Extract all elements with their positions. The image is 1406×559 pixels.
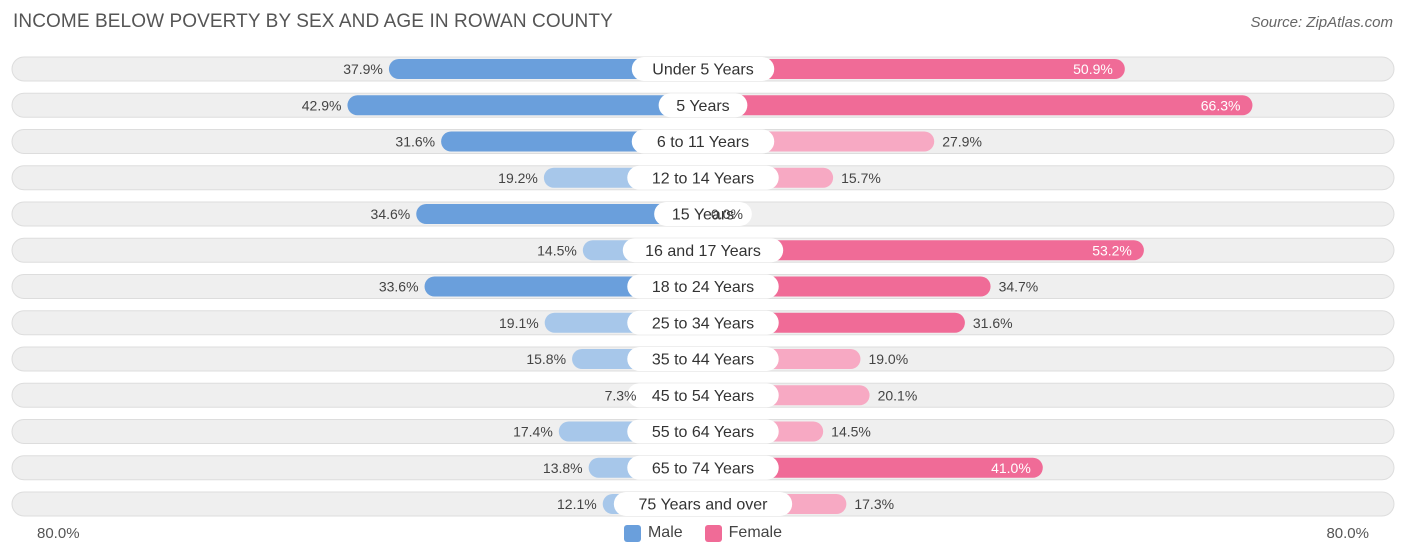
category-label-45-to-54-years: 45 to 54 Years — [652, 388, 754, 405]
female-value-label-25-to-34-years: 31.6% — [973, 315, 1013, 331]
female-value-label-under-5-years: 50.9% — [1073, 61, 1113, 77]
female-value-label-5-years: 66.3% — [1201, 97, 1241, 113]
category-pill-5-years — [658, 93, 748, 118]
legend: Male Female — [0, 524, 1406, 542]
female-bar-under-5-years — [703, 59, 1125, 79]
male-value-label-55-to-64-years: 17.4% — [513, 424, 553, 440]
category-label-5-years: 5 Years — [676, 98, 729, 115]
category-pill-55-to-64-years — [627, 419, 779, 444]
chart-title: INCOME BELOW POVERTY BY SEX AND AGE IN R… — [13, 11, 613, 32]
category-pill-18-to-24-years — [627, 274, 779, 299]
category-pill-under-5-years — [631, 57, 775, 81]
female-bar-5-years — [703, 95, 1253, 116]
female-value-label-12-to-14-years: 15.7% — [841, 170, 881, 186]
male-value-label-25-to-34-years: 19.1% — [499, 315, 539, 331]
category-pill-65-to-74-years — [627, 455, 779, 480]
category-pill-16-and-17-years — [622, 238, 784, 263]
female-value-label-6-to-11-years: 27.9% — [942, 134, 982, 150]
male-value-label-15-years: 34.6% — [371, 206, 411, 222]
male-value-label-45-to-54-years: 7.3% — [605, 387, 637, 403]
category-pill-25-to-34-years — [627, 310, 779, 335]
category-label-25-to-34-years: 25 to 34 Years — [652, 315, 754, 332]
male-value-label-under-5-years: 37.9% — [343, 61, 383, 77]
category-label-15-years: 15 Years — [672, 207, 734, 224]
category-label-12-to-14-years: 12 to 14 Years — [652, 170, 754, 187]
female-value-label-18-to-24-years: 34.7% — [999, 279, 1039, 295]
legend-label-male: Male — [647, 524, 683, 541]
category-pill-75-years-and-over — [613, 492, 793, 516]
category-label-under-5-years: Under 5 Years — [652, 62, 753, 79]
axis-left-label: 80.0% — [37, 525, 80, 542]
category-label-18-to-24-years: 18 to 24 Years — [652, 279, 754, 296]
male-value-label-16-and-17-years: 14.5% — [537, 242, 577, 258]
legend-swatch-male — [623, 524, 641, 542]
category-pill-12-to-14-years — [627, 165, 779, 190]
male-value-label-35-to-44-years: 15.8% — [526, 351, 566, 367]
category-label-6-to-11-years: 6 to 11 Years — [657, 134, 749, 151]
category-label-75-years-and-over: 75 Years and over — [639, 497, 769, 514]
male-value-label-65-to-74-years: 13.8% — [543, 460, 583, 476]
female-value-label-15-years: 0.0% — [711, 206, 743, 222]
male-bar-5-years — [347, 95, 703, 116]
source-label: Source: ZipAtlas.com — [1250, 14, 1393, 31]
legend-item-female[interactable]: Female — [704, 524, 783, 542]
female-value-label-55-to-64-years: 14.5% — [831, 424, 871, 440]
male-value-label-12-to-14-years: 19.2% — [498, 170, 538, 186]
male-bar-under-5-years — [388, 59, 703, 79]
female-value-label-16-and-17-years: 53.2% — [1092, 242, 1132, 258]
female-value-label-65-to-74-years: 41.0% — [991, 460, 1031, 476]
female-bar-65-to-74-years — [703, 457, 1043, 478]
category-pill-35-to-44-years — [627, 347, 779, 371]
female-bar-16-and-17-years — [703, 240, 1144, 261]
male-value-label-18-to-24-years: 33.6% — [379, 279, 419, 295]
legend-item-male[interactable]: Male — [623, 524, 683, 542]
category-pill-15-years — [654, 202, 752, 226]
male-bar-15-years — [416, 204, 703, 224]
axis-right-label: 80.0% — [1326, 525, 1369, 542]
female-value-label-35-to-44-years: 19.0% — [868, 351, 908, 367]
male-value-label-6-to-11-years: 31.6% — [395, 134, 435, 150]
legend-label-female: Female — [728, 524, 783, 541]
male-value-label-75-years-and-over: 12.1% — [557, 496, 597, 512]
category-pill-45-to-54-years — [627, 383, 779, 408]
legend-swatch-female — [704, 524, 722, 542]
category-label-55-to-64-years: 55 to 64 Years — [652, 424, 754, 441]
category-label-16-and-17-years: 16 and 17 Years — [645, 243, 761, 260]
category-pill-6-to-11-years — [631, 129, 775, 154]
male-value-label-5-years: 42.9% — [302, 97, 342, 113]
female-value-label-75-years-and-over: 17.3% — [854, 496, 894, 512]
female-value-label-45-to-54-years: 20.1% — [878, 387, 918, 403]
category-label-65-to-74-years: 65 to 74 Years — [652, 460, 754, 477]
bar-chart: Under 5 Years 37.9% 50.9% 5 Years 42.9% 66.3%… — [11, 56, 1395, 517]
category-label-35-to-44-years: 35 to 44 Years — [652, 352, 754, 369]
